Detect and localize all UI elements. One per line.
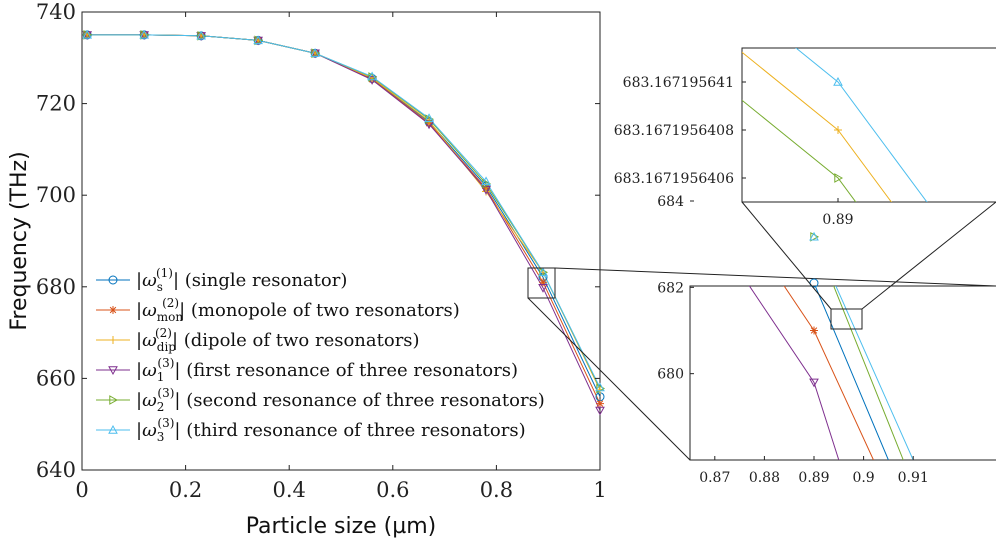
y-tick-label: 640 bbox=[36, 458, 76, 482]
x-tick-label: 0.4 bbox=[272, 478, 305, 502]
legend: |ωs(1)| (single resonator)|ωmon(2)| (mon… bbox=[96, 266, 545, 444]
legend-entry-5: |ω3(3)| (third resonance of three resona… bbox=[136, 416, 526, 444]
zoom-connector-bottom bbox=[527, 297, 691, 461]
main-plot-area bbox=[81, 11, 601, 471]
inset-zoom-y-ticks: 683.1671956406 683.1671956408 683.16719564… bbox=[614, 75, 746, 187]
zoom-connector-top bbox=[554, 267, 996, 287]
inset-x-tick-label: 0.88 bbox=[749, 470, 780, 486]
zoom-y-tick-label: 683.167195641 bbox=[623, 75, 734, 91]
y-tick-label: 720 bbox=[36, 92, 76, 116]
series-1-point bbox=[539, 278, 548, 287]
series-4-point bbox=[368, 72, 378, 82]
inset-x-tick-label: 0.91 bbox=[898, 470, 929, 486]
series-5-point bbox=[367, 71, 377, 81]
legend-entry-2: |ωdip(2)| (dipole of two resonators) bbox=[136, 326, 420, 354]
inset-series-4-point bbox=[809, 231, 819, 241]
zoom2-connector-left bbox=[741, 201, 832, 310]
zoom-series-0-point bbox=[834, 173, 844, 183]
inset-x-ticks: 0.87 0.88 0.89 0.9 0.91 bbox=[699, 456, 929, 486]
inset-zoom-chart: 0.89 683.1671956406683.1671956408683.167… bbox=[614, 47, 996, 228]
zoom-series-1-point bbox=[834, 126, 842, 134]
series-5-point bbox=[82, 29, 93, 39]
inset-series-1-point bbox=[810, 326, 818, 335]
inset-y-tick-label: 680 bbox=[657, 367, 684, 383]
inset-y-tick-label: 684 bbox=[657, 194, 684, 210]
x-tick-label: 0.2 bbox=[169, 478, 202, 502]
series-4-point bbox=[539, 267, 549, 278]
inset-series-line-4 bbox=[835, 286, 914, 460]
main-series-lines bbox=[87, 34, 601, 411]
inset-series-3-point bbox=[810, 231, 820, 242]
series-1-point bbox=[596, 399, 604, 408]
inset-plot-area bbox=[689, 285, 996, 461]
inset-zoom-x-ticks: 0.89 bbox=[822, 198, 854, 228]
series-5-point bbox=[595, 382, 605, 392]
zoom-y-tick-label: 683.1671956408 bbox=[614, 123, 734, 139]
series-5-point bbox=[424, 113, 434, 122]
series-4-point bbox=[311, 48, 321, 59]
inset-x-tick-label: 0.9 bbox=[852, 470, 874, 486]
inset-x-tick-label: 0.87 bbox=[699, 470, 730, 486]
series-4-point bbox=[83, 30, 93, 40]
legend-entry-3: |ω1(3)| (first resonance of three resona… bbox=[136, 356, 518, 384]
main-x-ticks: 0 0.2 0.4 0.6 0.8 1 bbox=[75, 12, 607, 502]
main-y-ticks: 640 660 680 700 720 740 bbox=[36, 0, 600, 482]
series-5-point bbox=[310, 48, 320, 57]
legend-swatch-marker bbox=[109, 306, 117, 314]
inset-y-tick-label: 682 bbox=[657, 280, 684, 296]
zoom-x-tick-label: 0.89 bbox=[822, 212, 853, 228]
series-5-point bbox=[538, 267, 548, 276]
inset-zoom-plot-area bbox=[741, 47, 996, 203]
main-chart: 0 0.2 0.4 0.6 0.8 1 640 660 680 700 720 740 Partic… bbox=[7, 0, 607, 539]
series-2-point bbox=[596, 385, 604, 394]
zoom-series-2-point bbox=[833, 76, 843, 86]
y-tick-label: 680 bbox=[36, 275, 76, 299]
inset-x-tick-label: 0.89 bbox=[798, 470, 829, 486]
y-tick-label: 660 bbox=[36, 366, 76, 390]
series-5-point bbox=[253, 35, 263, 45]
inset-zoom-box bbox=[830, 308, 863, 330]
series-3-point bbox=[538, 284, 548, 293]
series-4-point bbox=[140, 30, 150, 40]
x-tick-label: 1 bbox=[593, 478, 606, 502]
legend-swatch-marker bbox=[108, 275, 118, 285]
series-5-point bbox=[196, 30, 206, 40]
series-5-point bbox=[481, 176, 491, 186]
series-5-point bbox=[139, 29, 150, 39]
zoom-region-box bbox=[527, 267, 556, 299]
zoom-series-line-2 bbox=[795, 48, 928, 202]
legend-entry-4: |ω2(3)| (second resonance of three reson… bbox=[136, 386, 545, 414]
series-line-5 bbox=[87, 34, 601, 388]
inset-series-line-0 bbox=[814, 286, 889, 460]
legend-entry-0: |ωs(1)| (single resonator) bbox=[136, 266, 347, 294]
series-4-point bbox=[254, 35, 264, 46]
zoom-series-line-0 bbox=[742, 99, 857, 202]
inset-chart: 0.87 0.88 0.89 0.9 0.91 680 682 684 bbox=[657, 194, 996, 486]
x-tick-label: 0.6 bbox=[376, 478, 409, 502]
legend-swatch-marker bbox=[109, 336, 117, 344]
inset-y-ticks: 680 682 684 bbox=[657, 194, 694, 383]
x-axis-label: Particle size (µm) bbox=[246, 514, 437, 539]
series-3-point bbox=[595, 406, 605, 416]
inset-series-2-point bbox=[809, 378, 819, 388]
zoom-y-tick-label: 683.1671956406 bbox=[614, 171, 734, 187]
y-tick-label: 740 bbox=[36, 0, 76, 24]
main-series-markers bbox=[82, 29, 606, 416]
inset-series-line-3 bbox=[833, 286, 904, 460]
x-tick-label: 0.8 bbox=[480, 478, 513, 502]
y-axis-label: Frequency (THz) bbox=[7, 151, 32, 330]
legend-entry-1: |ωmon(2)| (monopole of two resonators) bbox=[136, 296, 460, 324]
inset-series-line-2 bbox=[748, 286, 840, 460]
legend-swatch-marker bbox=[108, 424, 118, 434]
x-tick-label: 0 bbox=[75, 478, 88, 502]
inset-zoom-series-markers bbox=[833, 76, 844, 183]
zoom2-connector-right bbox=[861, 201, 996, 310]
series-4-point bbox=[197, 30, 207, 41]
legend-swatch-marker bbox=[109, 395, 119, 405]
y-tick-label: 700 bbox=[36, 183, 76, 207]
inset-series-markers bbox=[809, 231, 820, 388]
legend-swatch-marker bbox=[108, 366, 118, 376]
